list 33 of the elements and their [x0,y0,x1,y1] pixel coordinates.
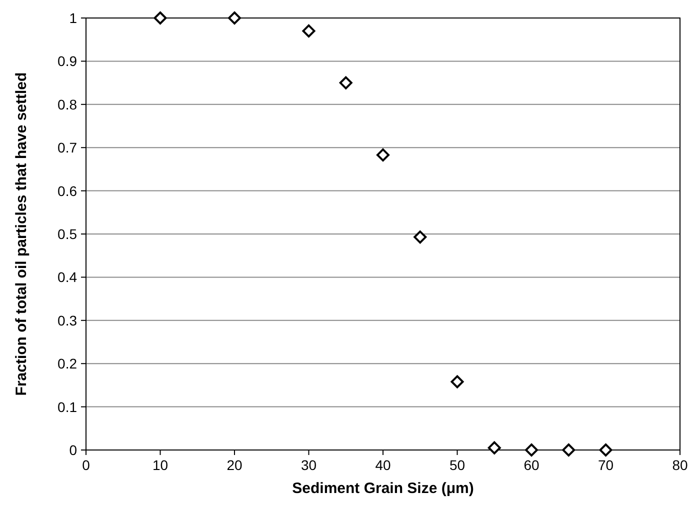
x-tick-label: 70 [598,457,614,473]
y-tick-label: 0.7 [58,140,78,156]
y-tick-label: 1 [69,10,78,26]
x-tick-label: 20 [226,457,242,473]
point [562,444,576,456]
point [228,12,241,24]
point [339,76,352,90]
x-tick-label: 60 [524,457,540,473]
point [414,230,427,244]
x-axis-title: Sediment Grain Size (μm) [292,480,474,497]
x-tick-label: 80 [672,457,688,473]
y-tick-label: 0.6 [58,182,78,199]
point [525,444,538,456]
y-tick-label: 0.2 [58,356,78,372]
y-tick-label: 0.1 [58,398,78,415]
point [154,12,167,24]
point [599,444,612,456]
y-tick-label: 0.8 [58,96,78,112]
point [488,441,501,454]
point [302,24,316,38]
y-axis-title: Fraction of total oil particles that have settled [13,72,30,396]
y-tick-label: 0.4 [58,269,78,286]
x-tick-label: 30 [300,457,317,473]
y-tick-label: 0.9 [58,53,78,70]
x-tick-label: 0 [82,457,90,473]
y-tick-label: 0.3 [58,312,78,328]
x-tick-label: 50 [449,457,466,473]
x-tick-label: 10 [152,457,168,473]
point [450,375,464,388]
x-tick-label: 40 [375,457,391,473]
y-tick-label: 0 [69,442,78,458]
point [376,148,390,162]
y-tick-label: 0.5 [58,226,78,242]
